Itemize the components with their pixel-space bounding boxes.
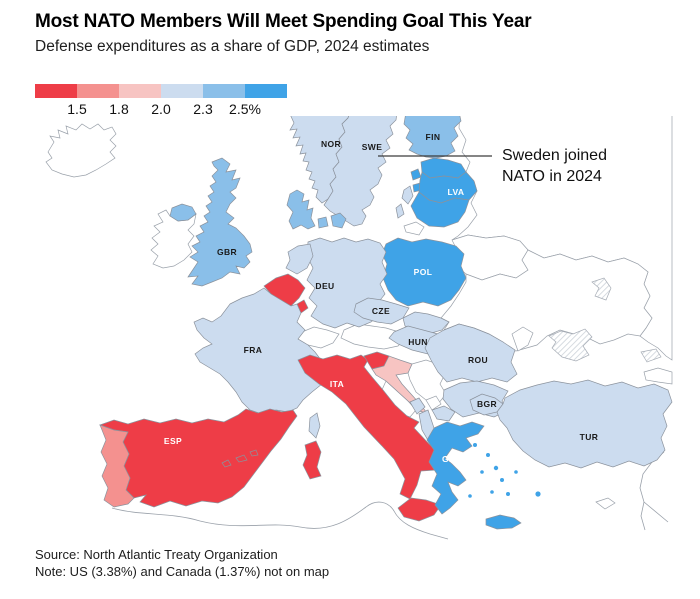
legend-tick-4: 2.3 [193,101,213,117]
islands-balearic [221,449,259,468]
country-label-cze: CZE [372,306,390,316]
island-funen [317,216,329,229]
chart-title: Most NATO Members Will Meet Spending Goa… [35,11,532,32]
country-montenegro [409,397,426,415]
island-sicily [397,497,442,522]
island-gotland [401,185,414,205]
country-label-swe: SWE [362,142,383,152]
country-croatia [371,355,428,414]
country-netherlands [285,243,314,275]
island-corsica [308,412,321,439]
legend-tick-2: 1.8 [109,101,129,117]
country-kaliningrad [403,221,425,236]
annotation-text-line2: NATO in 2024 [502,168,602,185]
region-northern-ireland [169,203,197,222]
legend-swatch-5 [203,84,245,98]
country-label-hun: HUN [408,337,428,347]
country-label-pol: POL [414,267,433,277]
island-crete [485,514,522,530]
country-spain [98,408,298,508]
country-ireland [150,209,197,269]
country-turkey [496,379,673,469]
legend-tick-5: 2.5% [229,101,261,117]
country-greece [426,421,485,515]
chart-subtitle: Defense expenditures as a share of GDP, … [35,38,430,55]
country-georgia [643,367,673,385]
islands-aegean [468,443,541,498]
country-lithuania [410,191,470,228]
country-label-gbr: GBR [217,247,237,257]
country-poland [381,237,467,307]
disputed-region-kuban [640,348,662,363]
island-zealand [330,212,347,229]
legend-color-bar [35,84,287,98]
legend-swatch-4 [161,84,203,98]
disputed-region-donbas [591,277,612,301]
country-label-fin: FIN [426,132,441,142]
country-label-esp: ESP [164,436,182,446]
coastline-north-africa [111,501,449,540]
country-romania [424,323,518,383]
country-denmark [286,189,316,230]
color-legend: 1.5 1.8 2.0 2.3 2.5% [35,84,295,118]
legend-swatch-6 [245,84,287,98]
country-label-tur: TUR [580,432,599,442]
legend-tick-3: 2.0 [151,101,171,117]
country-estonia [420,157,467,179]
island-sardinia [302,440,322,480]
country-label-grc: GRC [442,454,462,464]
country-iceland [45,123,117,178]
island-oland [395,203,405,219]
country-portugal [99,424,135,508]
country-kosovo [425,395,442,411]
legend-swatch-2 [77,84,119,98]
country-north-macedonia [431,405,456,422]
country-great-britain [187,157,253,287]
source-note: Source: North Atlantic Treaty Organizati… [35,547,278,562]
country-label-bgr: BGR [477,399,497,409]
country-label-deu: DEU [315,281,334,291]
country-label-lva: LVA [448,187,465,197]
legend-tick-1: 1.5 [67,101,87,117]
country-moldova [511,326,534,352]
chart-footer: Source: North Atlantic Treaty Organizati… [35,546,329,580]
footnote: Note: US (3.38%) and Canada (1.37%) not … [35,564,330,579]
country-sweden [323,116,397,227]
country-label-rou: ROU [468,355,488,365]
country-label-nor: NOR [321,139,341,149]
legend-tick-labels: 1.5 1.8 2.0 2.3 2.5% [35,101,295,118]
legend-swatch-3 [119,84,161,98]
disputed-region-crimea [548,328,593,362]
annotation-text-line1: Sweden joined [502,147,607,164]
legend-swatch-1 [35,84,77,98]
country-cyprus [595,497,616,510]
country-label-fra: FRA [244,345,263,355]
country-france [193,287,331,415]
country-label-ita: ITA [330,379,344,389]
country-ukraine [440,249,653,352]
